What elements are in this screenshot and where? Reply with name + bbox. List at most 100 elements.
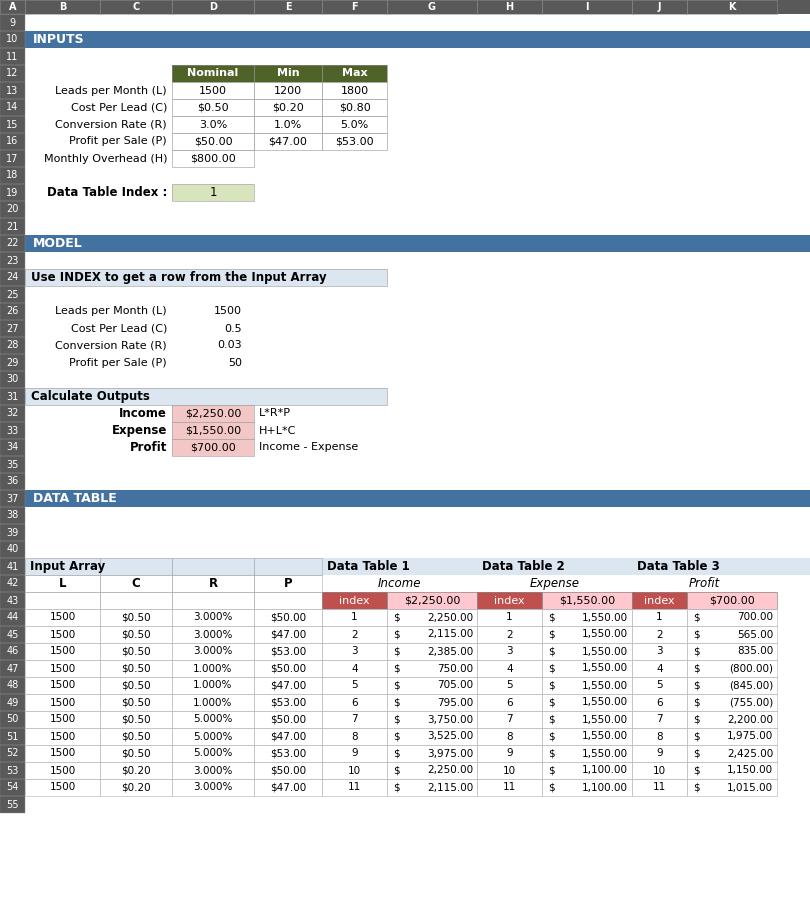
Text: 1800: 1800 xyxy=(340,86,369,95)
Text: 1.0%: 1.0% xyxy=(274,120,302,130)
Bar xyxy=(0,711,25,728)
Text: 5: 5 xyxy=(656,680,663,690)
Text: 5: 5 xyxy=(506,680,513,690)
Bar xyxy=(25,626,810,643)
Text: 3.000%: 3.000% xyxy=(194,646,232,656)
Bar xyxy=(254,660,322,677)
Bar xyxy=(632,643,687,660)
Bar xyxy=(254,0,322,14)
Text: 1,550.00: 1,550.00 xyxy=(582,629,628,640)
Text: (800.00): (800.00) xyxy=(729,663,773,673)
Bar xyxy=(254,779,322,796)
Text: 19: 19 xyxy=(6,187,19,197)
Bar xyxy=(322,677,387,694)
Text: Nominal: Nominal xyxy=(187,68,239,78)
Text: 44: 44 xyxy=(6,613,19,623)
Bar xyxy=(254,116,322,133)
Text: 1.000%: 1.000% xyxy=(194,698,232,707)
Text: 1,015.00: 1,015.00 xyxy=(727,782,773,793)
Bar xyxy=(0,439,25,456)
Bar xyxy=(0,796,25,813)
Text: $: $ xyxy=(548,629,555,640)
Text: F: F xyxy=(352,2,358,12)
Bar xyxy=(25,269,387,286)
Text: 37: 37 xyxy=(6,493,19,503)
Bar xyxy=(100,711,172,728)
Text: 700.00: 700.00 xyxy=(737,613,773,623)
Text: $: $ xyxy=(548,646,555,656)
Bar xyxy=(687,694,777,711)
Bar xyxy=(172,643,254,660)
Text: 4: 4 xyxy=(506,663,513,673)
Bar xyxy=(632,677,687,694)
Text: 1500: 1500 xyxy=(49,766,75,776)
Text: 55: 55 xyxy=(6,799,19,809)
Bar xyxy=(542,745,632,762)
Bar xyxy=(322,65,387,82)
Text: 835.00: 835.00 xyxy=(737,646,773,656)
Bar xyxy=(542,609,632,626)
Bar xyxy=(0,643,25,660)
Text: $0.50: $0.50 xyxy=(122,732,151,742)
Text: 1,550.00: 1,550.00 xyxy=(582,749,628,759)
Text: Cost Per Lead (C): Cost Per Lead (C) xyxy=(70,323,167,334)
Text: H+L*C: H+L*C xyxy=(259,426,296,436)
Bar xyxy=(632,762,687,779)
Bar xyxy=(322,694,387,711)
Bar xyxy=(387,745,477,762)
Bar xyxy=(632,643,687,660)
Text: 2: 2 xyxy=(656,629,663,640)
Bar xyxy=(254,65,322,82)
Bar xyxy=(0,592,25,609)
Bar xyxy=(477,592,542,609)
Bar xyxy=(100,694,172,711)
Text: 1,100.00: 1,100.00 xyxy=(582,766,628,776)
Bar xyxy=(172,779,254,796)
Bar xyxy=(387,592,477,609)
Bar xyxy=(25,14,810,796)
Bar xyxy=(542,626,632,643)
Bar xyxy=(387,728,477,745)
Bar xyxy=(542,694,632,711)
Text: $53.00: $53.00 xyxy=(270,646,306,656)
Bar xyxy=(25,0,100,14)
Text: Min: Min xyxy=(277,68,300,78)
Bar xyxy=(172,643,254,660)
Text: $0.50: $0.50 xyxy=(197,103,228,112)
Bar xyxy=(254,133,322,150)
Bar xyxy=(0,422,25,439)
Text: 11: 11 xyxy=(653,782,666,793)
Bar xyxy=(25,711,100,728)
Bar xyxy=(172,150,254,167)
Bar xyxy=(0,14,25,31)
Bar xyxy=(172,65,254,82)
Bar xyxy=(254,99,322,116)
Bar xyxy=(100,575,172,592)
Bar xyxy=(632,0,687,14)
Bar xyxy=(542,728,632,745)
Bar xyxy=(254,592,322,609)
Text: $47.00: $47.00 xyxy=(270,680,306,690)
Text: 1.000%: 1.000% xyxy=(194,663,232,673)
Bar xyxy=(477,660,542,677)
Bar xyxy=(322,711,387,728)
Bar xyxy=(100,626,172,643)
Text: 2,250.00: 2,250.00 xyxy=(427,613,473,623)
Text: 5.000%: 5.000% xyxy=(194,715,232,724)
Text: $: $ xyxy=(548,766,555,776)
Bar xyxy=(0,711,25,728)
Text: Income: Income xyxy=(119,407,167,420)
Bar xyxy=(254,762,322,779)
Text: Input Array: Input Array xyxy=(30,560,105,573)
Text: $0.20: $0.20 xyxy=(122,766,151,776)
Bar xyxy=(0,48,25,65)
Bar xyxy=(0,558,25,575)
Bar xyxy=(632,677,687,694)
Bar xyxy=(100,0,172,14)
Text: Expense: Expense xyxy=(530,577,579,590)
Bar xyxy=(25,609,810,626)
Bar xyxy=(25,643,100,660)
Bar xyxy=(172,439,254,456)
Bar xyxy=(477,694,542,711)
Bar xyxy=(0,14,25,31)
